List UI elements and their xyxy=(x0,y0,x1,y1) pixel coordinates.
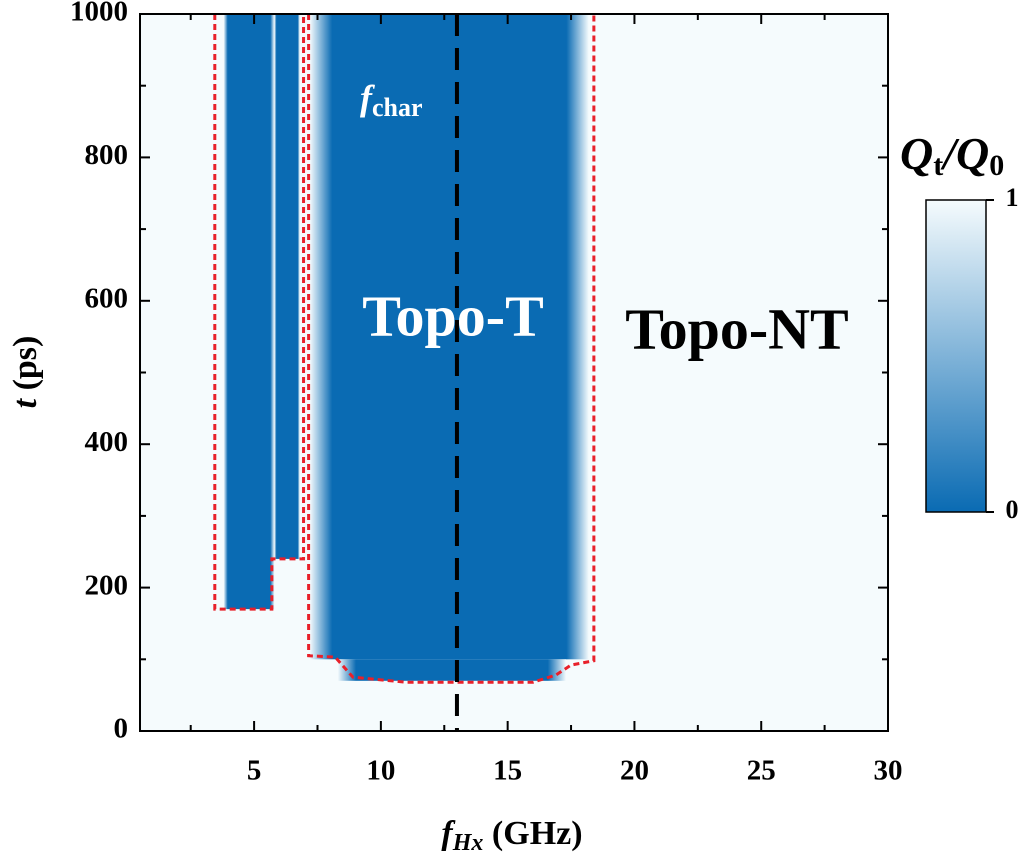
colorbar-title: Qt/Q0 xyxy=(900,128,1004,182)
heatmap-cell xyxy=(337,659,566,681)
fchar-sub: char xyxy=(372,93,423,122)
annotation-topo-t: Topo-T xyxy=(362,283,544,348)
x-label-unit: (GHz) xyxy=(483,815,582,852)
cb-title-sub0: 0 xyxy=(989,149,1004,182)
cb-title-q0: /Q xyxy=(940,128,989,179)
x-tick-label: 20 xyxy=(620,755,649,787)
heatmap-cell xyxy=(309,14,589,660)
colorbar-tick-label: 0 xyxy=(1006,495,1019,524)
x-tick-label: 10 xyxy=(366,755,395,787)
cb-title-q: Q xyxy=(900,128,933,179)
annotation-fchar: fchar xyxy=(360,78,423,122)
y-tick-label: 800 xyxy=(85,139,129,171)
fchar-f: f xyxy=(360,78,375,118)
plot-area xyxy=(140,14,888,731)
x-tick-label: 25 xyxy=(747,755,776,787)
x-tick-label: 30 xyxy=(874,755,903,787)
x-label-f: f xyxy=(441,815,456,852)
annotation-topo-nt: Topo-NT xyxy=(625,296,849,361)
y-tick-label: 400 xyxy=(85,426,129,458)
x-label-sub: Hx xyxy=(452,830,484,856)
x-axis-label: fHx (GHz) xyxy=(441,815,582,856)
x-tick-label: 15 xyxy=(493,755,522,787)
y-axis-label: t (ps) xyxy=(7,336,44,409)
y-label-unit: (ps) xyxy=(7,336,44,399)
x-tick-label: 5 xyxy=(247,755,262,787)
y-tick-label: 1000 xyxy=(70,0,128,28)
y-tick-label: 0 xyxy=(114,713,129,745)
y-label-t: t xyxy=(7,397,44,408)
y-tick-label: 200 xyxy=(85,569,129,601)
cb-title-sub: t xyxy=(933,149,943,182)
boundary-line xyxy=(213,14,306,611)
heatmap-cell xyxy=(223,14,275,610)
colorbar-tick-label: 1 xyxy=(1006,183,1019,212)
y-tick-label: 600 xyxy=(85,282,129,314)
colorbar xyxy=(925,199,987,513)
heatmap-cell xyxy=(274,14,300,559)
boundary-line xyxy=(307,14,596,684)
